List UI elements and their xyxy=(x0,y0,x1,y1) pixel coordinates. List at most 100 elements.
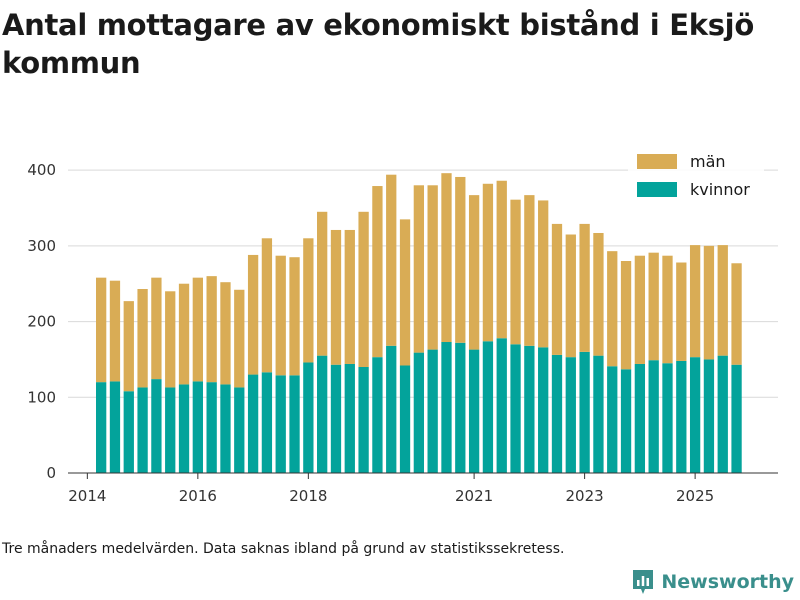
legend: män kvinnor xyxy=(628,148,764,204)
bar-man xyxy=(275,255,286,376)
bar-man xyxy=(676,262,687,361)
bar-man xyxy=(317,211,328,356)
bar-kvinnor xyxy=(731,364,742,473)
legend-label-man: män xyxy=(690,152,726,171)
y-tick-label: 300 xyxy=(27,237,56,255)
bar-man xyxy=(386,174,397,346)
bar-man xyxy=(123,301,134,392)
bar-kvinnor xyxy=(662,363,673,473)
bar-kvinnor xyxy=(455,342,466,473)
bar-man xyxy=(468,195,480,350)
bar-man xyxy=(358,211,369,367)
bar-kvinnor xyxy=(275,375,286,473)
bar-man xyxy=(109,280,121,382)
legend-label-kvinnor: kvinnor xyxy=(690,180,750,199)
bar-kvinnor xyxy=(330,364,342,473)
y-tick-label: 100 xyxy=(27,388,56,406)
bar-man xyxy=(165,291,176,388)
bar-man xyxy=(455,176,466,343)
bar-man xyxy=(648,252,659,361)
bar-kvinnor xyxy=(261,372,273,473)
bar-kvinnor xyxy=(386,345,397,473)
bar-man xyxy=(620,261,632,370)
bar-kvinnor xyxy=(358,367,369,473)
bar-man xyxy=(96,277,107,383)
bar-man xyxy=(551,223,563,355)
bar-man xyxy=(234,289,245,388)
bar-kvinnor xyxy=(648,360,659,473)
x-axis: 2014 2016 2018 2021 2023 2025 xyxy=(68,472,778,505)
bar-man xyxy=(731,263,742,365)
bar-kvinnor xyxy=(607,366,618,473)
y-tick-label: 0 xyxy=(46,464,56,482)
bar-man xyxy=(538,200,549,348)
footnote: Tre månaders medelvärden. Data saknas ib… xyxy=(2,541,565,557)
bar-kvinnor xyxy=(234,387,245,473)
bar-man xyxy=(178,283,190,385)
bar-kvinnor xyxy=(109,381,121,473)
bar-kvinnor xyxy=(441,342,452,473)
bar-man xyxy=(510,199,521,345)
bar-man xyxy=(717,245,728,356)
bar-kvinnor xyxy=(123,391,134,473)
y-tick-label: 200 xyxy=(27,313,56,331)
y-axis: 0 100 200 300 400 xyxy=(27,161,56,482)
bars xyxy=(96,173,742,473)
x-tick-label: 2016 xyxy=(179,487,217,505)
bar-man xyxy=(247,254,259,375)
bar-man xyxy=(413,185,425,353)
bar-kvinnor xyxy=(178,384,190,473)
bar-man xyxy=(137,289,148,388)
y-tick-label: 400 xyxy=(27,161,56,179)
bar-man xyxy=(482,183,494,342)
bar-kvinnor xyxy=(399,365,411,473)
bar-man xyxy=(524,195,535,346)
brand-name: Newsworthy xyxy=(661,571,794,593)
bar-kvinnor xyxy=(496,338,507,473)
bar-man xyxy=(206,276,217,383)
bar-man xyxy=(593,232,604,356)
bar-kvinnor xyxy=(192,381,203,473)
bar-man xyxy=(427,185,438,350)
bar-kvinnor xyxy=(468,349,480,473)
bar-man xyxy=(662,255,673,364)
bar-kvinnor xyxy=(676,360,687,473)
x-tick-label: 2025 xyxy=(676,487,714,505)
bar-man xyxy=(151,277,162,380)
x-tick-label: 2021 xyxy=(455,487,493,505)
bar-kvinnor xyxy=(247,374,259,473)
bar-kvinnor xyxy=(634,363,646,473)
bar-kvinnor xyxy=(206,382,217,473)
bar-kvinnor xyxy=(165,387,176,473)
bar-kvinnor xyxy=(593,355,604,473)
bar-kvinnor xyxy=(510,344,521,473)
bar-kvinnor xyxy=(551,354,563,473)
legend-swatch-man xyxy=(637,154,677,169)
bar-man xyxy=(579,223,590,352)
bar-man xyxy=(441,173,452,343)
bar-kvinnor xyxy=(620,369,632,473)
bar-man xyxy=(607,251,618,367)
x-tick-label: 2014 xyxy=(68,487,106,505)
bar-kvinnor xyxy=(137,387,148,473)
bar-man xyxy=(496,180,507,339)
chart-title: Antal mottagare av ekonomiskt bistånd i … xyxy=(2,8,754,80)
bar-kvinnor xyxy=(372,357,383,473)
bar-kvinnor xyxy=(524,345,535,473)
bar-kvinnor xyxy=(703,359,715,473)
bar-man xyxy=(261,238,273,373)
bar-kvinnor xyxy=(96,382,107,473)
bar-kvinnor xyxy=(220,384,231,473)
bar-kvinnor xyxy=(482,341,494,473)
bar-kvinnor xyxy=(413,352,425,473)
brand-logo: Newsworthy xyxy=(631,568,794,596)
bar-kvinnor xyxy=(689,357,701,473)
bar-man xyxy=(303,238,314,363)
bar-kvinnor xyxy=(717,355,728,473)
legend-swatch-kvinnor xyxy=(637,182,677,197)
bar-man xyxy=(289,257,300,376)
bar-man xyxy=(634,255,646,364)
x-tick-label: 2023 xyxy=(566,487,604,505)
bar-kvinnor xyxy=(151,379,162,473)
